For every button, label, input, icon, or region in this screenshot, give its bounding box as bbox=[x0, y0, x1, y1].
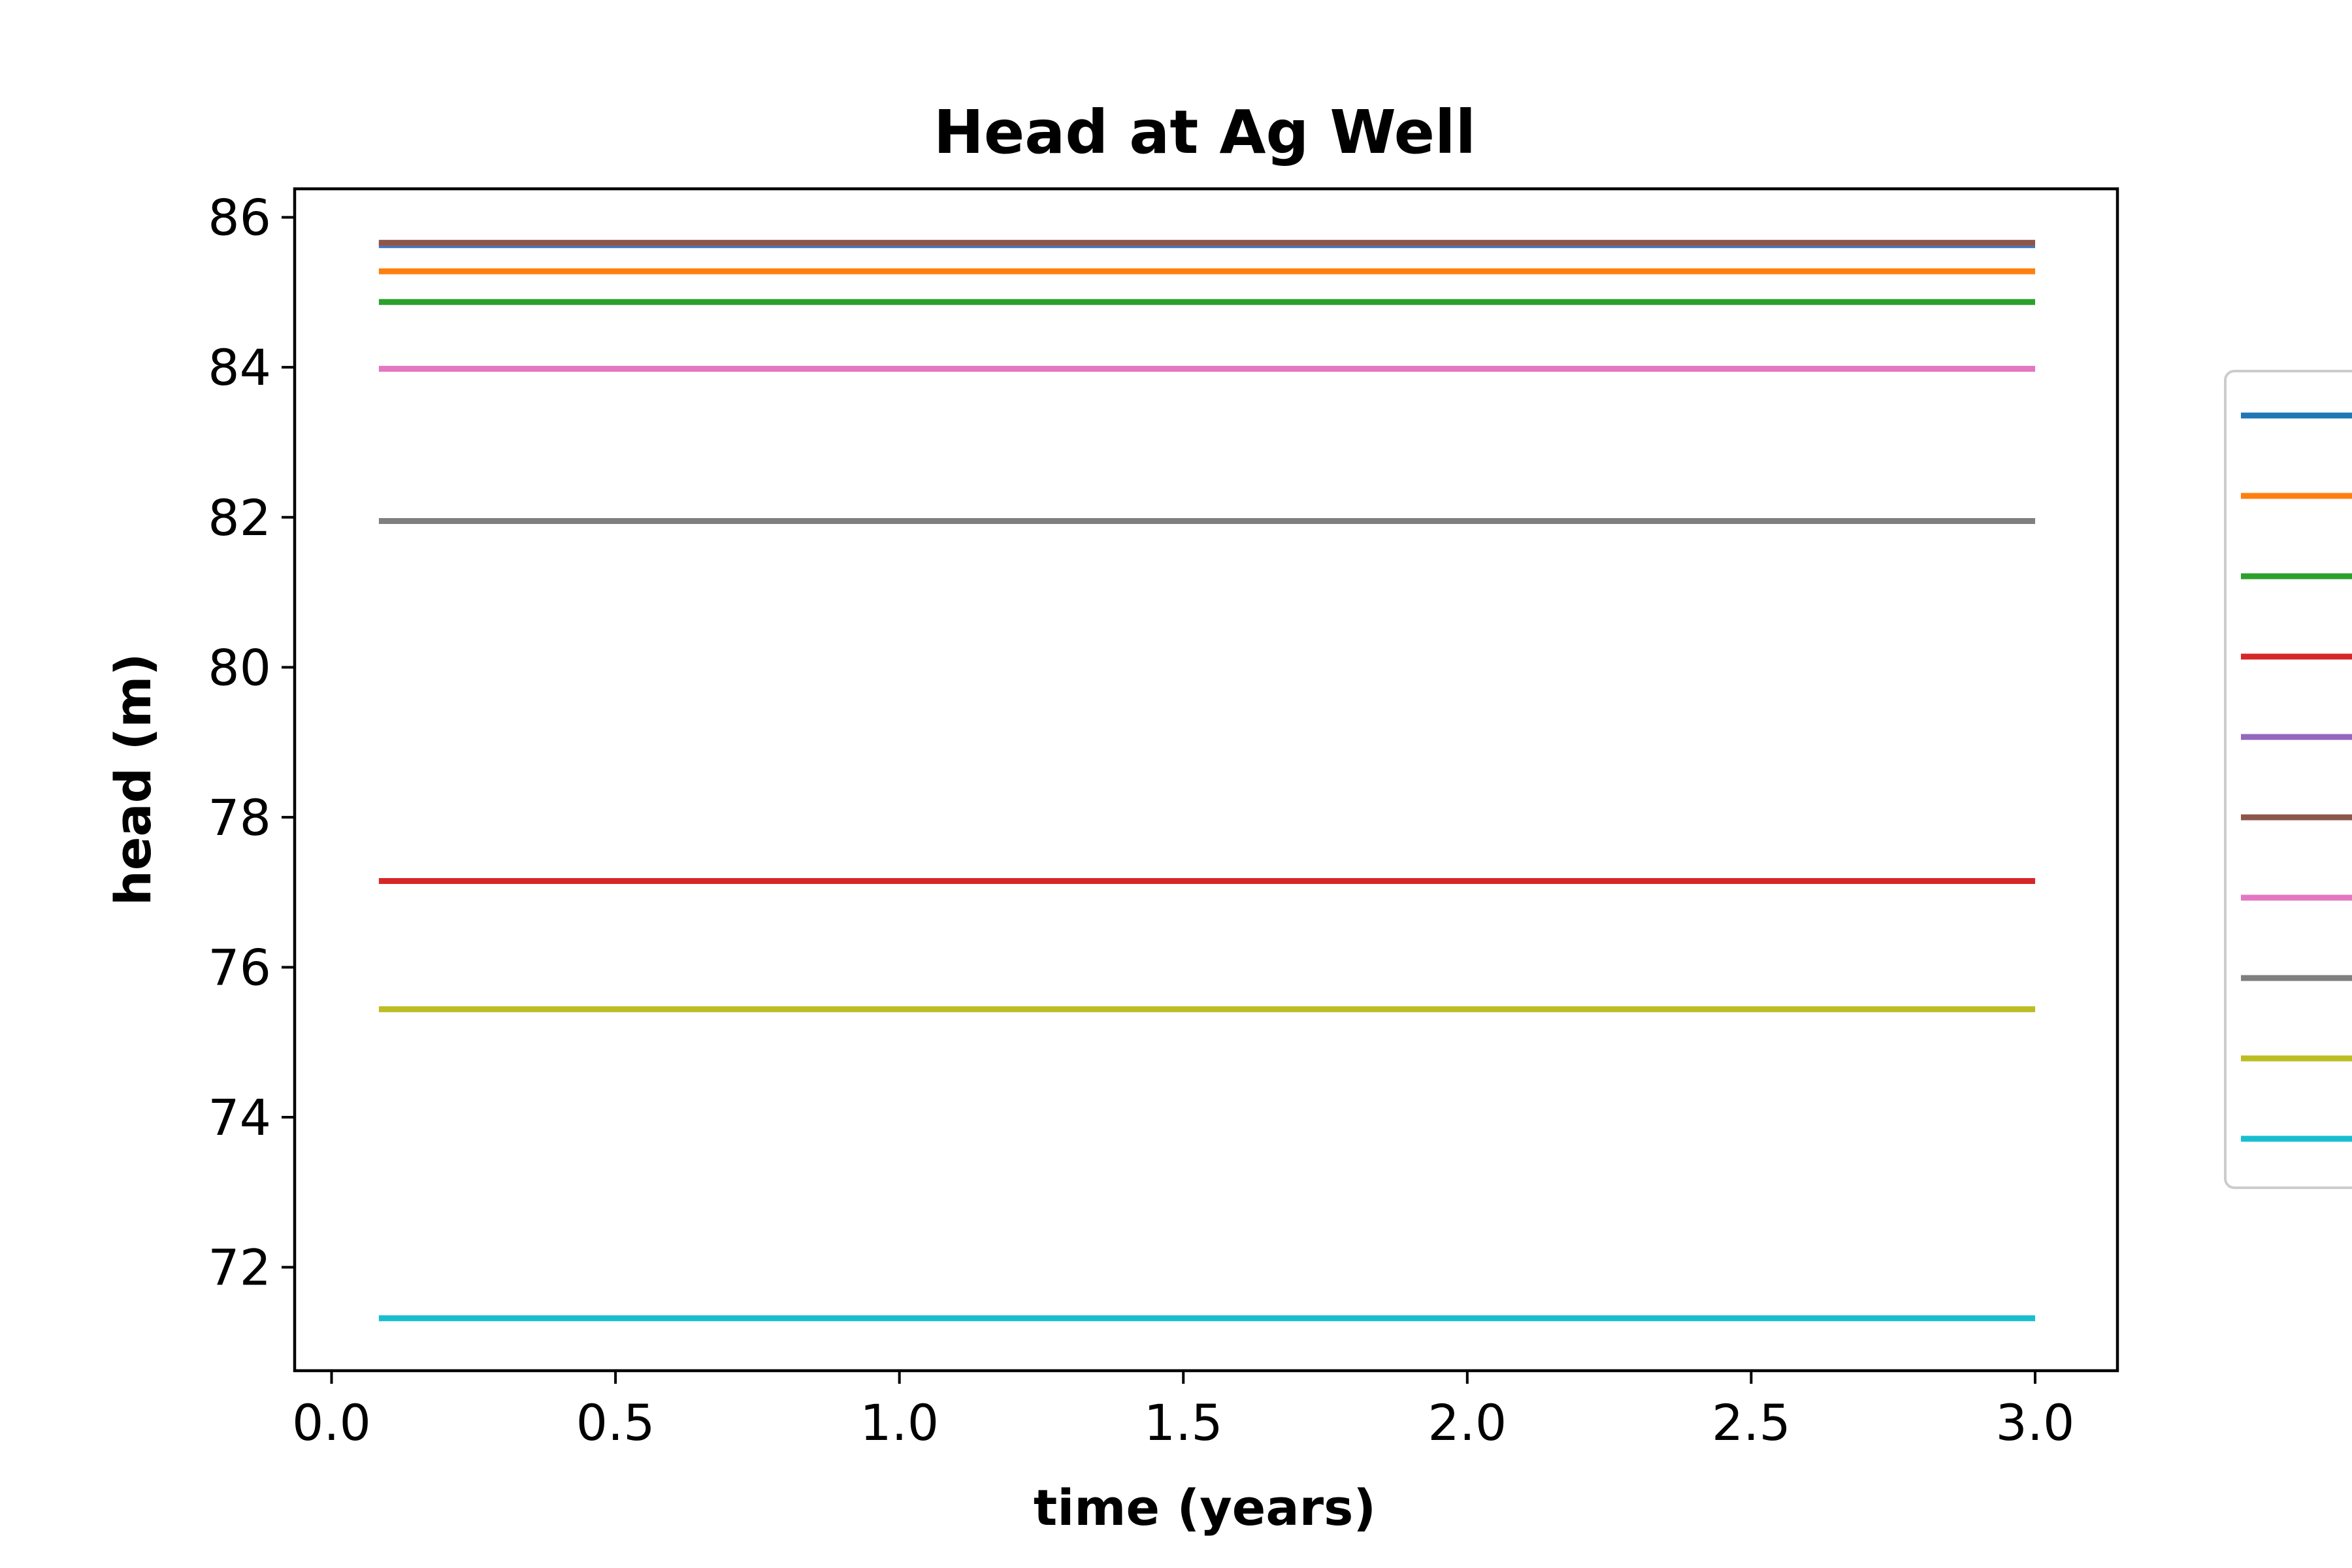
x-axis-label: time (years) bbox=[1034, 1478, 1376, 1537]
y-tick-label: 72 bbox=[208, 1239, 271, 1297]
x-axis: 0.0 0.5 1.0 1.5 2.0 2.5 3.0 bbox=[292, 1371, 2074, 1452]
y-tick-label: 78 bbox=[208, 789, 271, 847]
y-tick-label: 74 bbox=[208, 1088, 271, 1147]
y-tick-label: 82 bbox=[208, 489, 271, 547]
x-tick-label: 1.5 bbox=[1144, 1394, 1223, 1452]
chart-title: Head at Ag Well bbox=[934, 97, 1476, 167]
x-tick-label: 2.0 bbox=[1428, 1394, 1507, 1452]
x-tick-label: 3.0 bbox=[1996, 1394, 2075, 1452]
y-tick-label: 86 bbox=[208, 189, 271, 247]
x-tick-label: 2.5 bbox=[1712, 1394, 1791, 1452]
y-tick-label: 84 bbox=[208, 338, 271, 397]
x-tick-label: 0.5 bbox=[576, 1394, 655, 1452]
y-tick-label: 80 bbox=[208, 638, 271, 696]
plot-frame bbox=[293, 187, 2119, 1373]
y-axis: 72 74 76 78 80 82 84 86 bbox=[208, 189, 295, 1297]
x-tick-label: 1.0 bbox=[860, 1394, 939, 1452]
x-tick-label: 0.0 bbox=[292, 1394, 371, 1452]
plot-lines bbox=[378, 240, 2035, 1322]
y-axis-label: head (m) bbox=[104, 653, 162, 906]
legend-items bbox=[2241, 412, 2352, 1142]
y-tick-label: 76 bbox=[208, 938, 271, 996]
legend bbox=[2224, 370, 2352, 1189]
